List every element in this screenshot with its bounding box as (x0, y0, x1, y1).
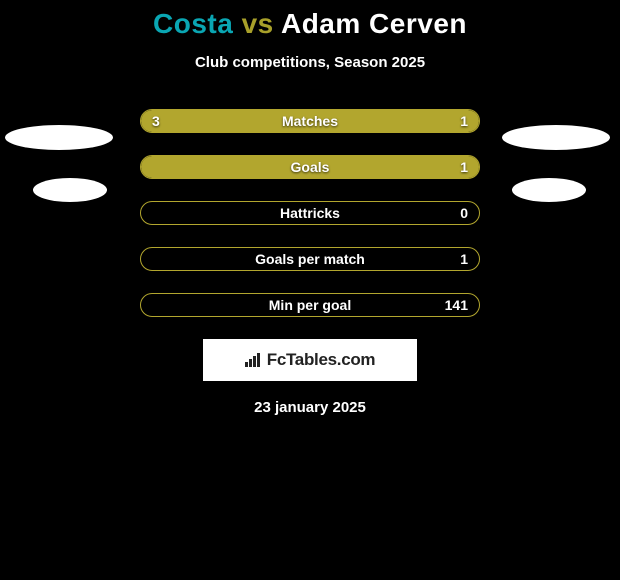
stat-value-right: 1 (460, 247, 468, 271)
stat-row: Hattricks 0 (140, 201, 480, 225)
header: Costa vs Adam Cerven Club competitions, … (0, 0, 620, 71)
logo: FcTables.com (245, 350, 376, 370)
stat-label: Min per goal (140, 293, 480, 317)
stat-row: Min per goal 141 (140, 293, 480, 317)
side-shape (512, 178, 586, 202)
chart-icon (245, 353, 263, 367)
stat-value-right: 1 (460, 109, 468, 133)
side-shape (502, 125, 610, 150)
stat-row: 3 Matches 1 (140, 109, 480, 133)
subtitle: Club competitions, Season 2025 (0, 54, 620, 71)
logo-text: FcTables.com (267, 350, 376, 369)
stat-label: Hattricks (140, 201, 480, 225)
logo-box: FcTables.com (203, 339, 417, 381)
stat-row: Goals per match 1 (140, 247, 480, 271)
stat-label: Goals per match (140, 247, 480, 271)
stat-label: Goals (140, 155, 480, 179)
stat-value-right: 1 (460, 155, 468, 179)
page-title: Costa vs Adam Cerven (0, 8, 620, 40)
stat-value-right: 141 (445, 293, 468, 317)
date: 23 january 2025 (0, 399, 620, 416)
stat-label: Matches (140, 109, 480, 133)
title-mid: vs (242, 8, 274, 39)
stat-row: Goals 1 (140, 155, 480, 179)
title-left: Costa (153, 8, 233, 39)
side-shape (5, 125, 113, 150)
side-shape (33, 178, 107, 202)
title-right: Adam Cerven (281, 8, 467, 39)
stat-value-right: 0 (460, 201, 468, 225)
